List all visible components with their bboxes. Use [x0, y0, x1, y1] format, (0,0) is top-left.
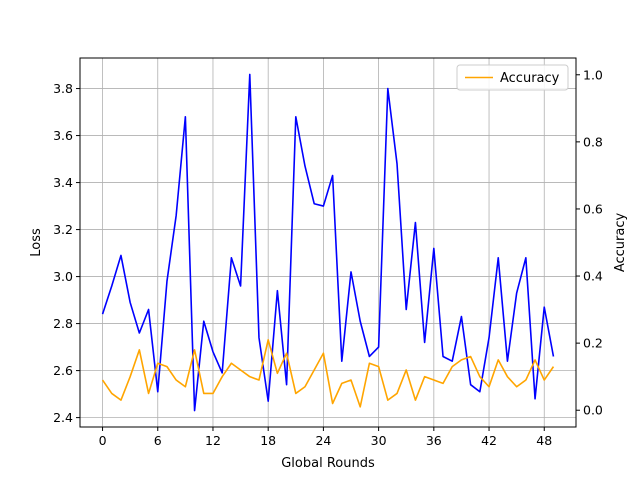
x-tick-label: 42: [481, 433, 497, 448]
x-axis-label: Global Rounds: [281, 456, 375, 471]
y-left-tick-label: 2.6: [53, 363, 73, 378]
y-axis-left-label: Loss: [29, 228, 44, 257]
y-left-tick-label: 3.0: [53, 269, 73, 284]
y-axis-left: 2.4 2.6 2.8 3.0 3.2 3.4 3.6 3.8: [53, 81, 80, 425]
plot-frame: [79, 57, 577, 428]
y-right-tick-label: 0.6: [583, 201, 603, 216]
x-tick-label: 48: [536, 433, 552, 448]
legend-box: [456, 64, 569, 91]
y-right-tick-label: 0.2: [583, 336, 603, 351]
y-axis-right: 0.0 0.2 0.4 0.6 0.8 1.0: [576, 67, 603, 418]
x-axis: 0 6 12 18 24 30 36 42 48: [99, 427, 552, 448]
x-tick-label: 12: [205, 433, 221, 448]
x-tick-label: 18: [260, 433, 276, 448]
y-left-tick-label: 2.8: [53, 316, 73, 331]
x-tick-label: 24: [315, 433, 331, 448]
y-axis-right-label: Accuracy: [613, 213, 628, 273]
y-left-tick-label: 3.6: [53, 128, 73, 143]
y-right-tick-label: 0.8: [583, 134, 603, 149]
y-right-tick-label: 1.0: [583, 67, 603, 82]
x-tick-label: 6: [154, 433, 162, 448]
accuracy-series-line: [101, 338, 555, 408]
x-tick-label: 0: [99, 433, 107, 448]
y-left-tick-label: 3.8: [53, 81, 73, 96]
loss-series-line: [101, 73, 555, 412]
series-layer: [101, 73, 555, 412]
y-right-tick-label: 0.0: [583, 403, 603, 418]
legend: Accuracy: [456, 64, 569, 91]
y-left-tick-label: 3.4: [53, 175, 73, 190]
x-tick-label: 36: [426, 433, 442, 448]
x-tick-label: 30: [371, 433, 387, 448]
y-right-tick-label: 0.4: [583, 269, 603, 284]
y-left-tick-label: 3.2: [53, 222, 73, 237]
legend-label-accuracy: Accuracy: [500, 71, 560, 86]
y-left-tick-label: 2.4: [53, 410, 73, 425]
